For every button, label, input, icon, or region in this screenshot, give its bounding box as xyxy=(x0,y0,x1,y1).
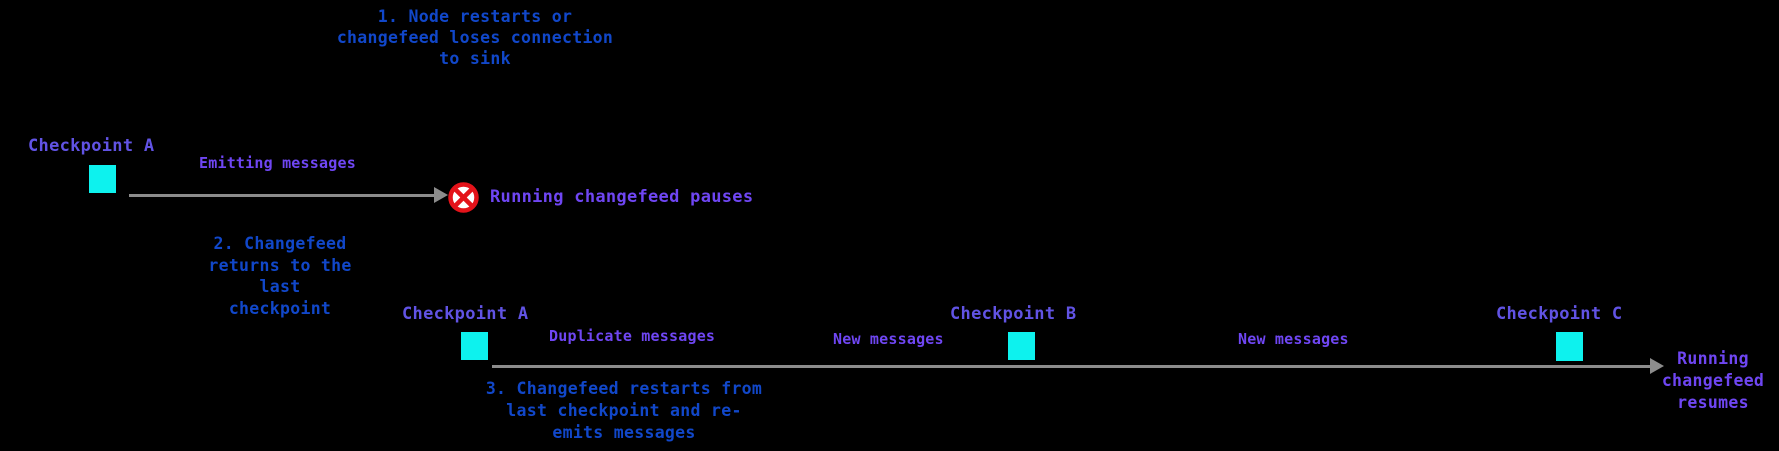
timeline1-line xyxy=(129,194,434,197)
duplicate-messages-label: Duplicate messages xyxy=(549,327,716,345)
new-messages-label-2: New messages xyxy=(1238,330,1349,348)
step-1-annotation: 1. Node restarts or changefeed loses con… xyxy=(336,7,614,68)
timeline2-line xyxy=(492,365,1650,368)
emitting-messages-label: Emitting messages xyxy=(199,154,356,172)
step-2-annotation: 2. Changefeed returns to the last checkp… xyxy=(208,234,352,318)
circled-x-error-icon xyxy=(448,182,479,213)
right-arrowhead-icon xyxy=(434,187,448,203)
running-changefeed-resumes-label: Running changefeed resumes xyxy=(1661,349,1765,412)
new-messages-label-1: New messages xyxy=(833,330,944,348)
checkpoint-b-label: Checkpoint B xyxy=(950,304,1077,324)
step-3-annotation: 3. Changefeed restarts from last checkpo… xyxy=(485,379,763,442)
right-arrowhead-icon xyxy=(1650,358,1664,374)
checkpoint-marker-icon xyxy=(461,332,488,360)
checkpoint-a-label-timeline1: Checkpoint A xyxy=(28,136,155,156)
checkpoint-marker-icon xyxy=(1008,332,1035,360)
checkpoint-c-label: Checkpoint C xyxy=(1496,304,1623,324)
checkpoint-marker-icon xyxy=(1556,332,1583,361)
checkpoint-marker-icon xyxy=(89,165,116,193)
running-changefeed-pauses-label: Running changefeed pauses xyxy=(490,187,754,207)
checkpoint-a-label-timeline2: Checkpoint A xyxy=(402,304,529,324)
